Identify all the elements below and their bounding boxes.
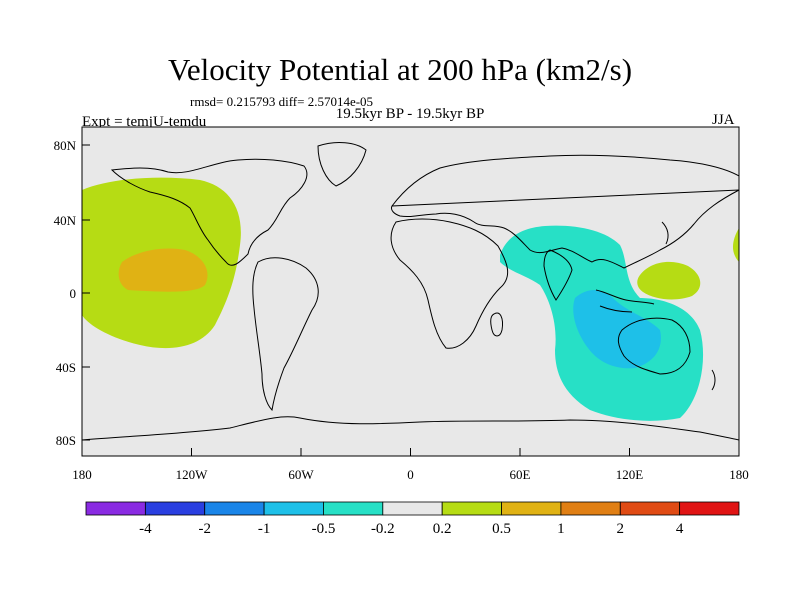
colorbar-label: 4 — [676, 521, 684, 537]
figure-title: Velocity Potential at 200 hPa (km2/s) — [167, 52, 633, 87]
contour-positive-dateline — [732, 228, 739, 262]
x-tick-label: 60E — [510, 467, 531, 482]
contour-positive-west-pacific — [637, 261, 701, 300]
colorbar-label: 0.5 — [492, 521, 511, 537]
coastline-antarctica — [82, 416, 739, 441]
x-tick-label: 180 — [729, 467, 749, 482]
coastline-south-america — [252, 257, 319, 412]
colorbar-swatch — [85, 501, 146, 516]
colorbar-swatch — [144, 501, 206, 516]
y-tick-label: 40N — [54, 213, 77, 228]
coastline-africa — [390, 218, 509, 349]
colorbar-label: -0.2 — [371, 521, 395, 537]
colorbar-label: -0.5 — [312, 521, 336, 537]
coastline-india — [543, 249, 573, 301]
y-tick-label: 40S — [56, 360, 76, 375]
coastline-greenland — [317, 142, 367, 187]
coastline-eurasia — [391, 154, 739, 269]
colorbar-swatch — [323, 501, 384, 516]
colorbar-swatch — [382, 501, 443, 516]
colorbar-label: 0.2 — [433, 521, 452, 537]
coastline-japan — [661, 221, 669, 245]
colorbar-swatch — [501, 501, 562, 516]
y-tick-label: 0 — [70, 286, 77, 301]
coastline-indonesia — [595, 289, 655, 313]
y-tick-label: 80S — [56, 433, 76, 448]
x-tick-label: 120E — [616, 467, 644, 482]
colorbar-label: -2 — [198, 521, 211, 537]
x-tick-label: 0 — [407, 467, 414, 482]
y-tick-labels: 80N 40N 0 40S 80S — [54, 138, 77, 448]
experiment-label: Expt = temjU-temdu — [82, 114, 207, 130]
colorbar-label: 2 — [617, 521, 625, 537]
colorbar-swatch — [619, 501, 681, 516]
colorbar-swatch — [560, 501, 621, 516]
coastline-madagascar — [490, 312, 503, 337]
y-tick-label: 80N — [54, 138, 77, 153]
colorbar-swatch — [204, 501, 265, 516]
coastline-australia — [617, 317, 691, 375]
colorbar-swatch — [679, 501, 740, 516]
colorbar-label: -4 — [139, 521, 152, 537]
colorbar-swatch — [263, 501, 324, 516]
period-text: 19.5kyr BP - 19.5kyr BP — [335, 106, 485, 122]
axis-ticks — [81, 144, 740, 456]
colorbar-label: -1 — [258, 521, 271, 537]
season-label: JJA — [712, 112, 735, 128]
coastlines — [82, 142, 739, 441]
colorbar-label: 1 — [557, 521, 565, 537]
x-tick-labels: 180 120W 60W 0 60E 120E 180 — [72, 467, 749, 482]
colorbar-swatch — [441, 501, 502, 516]
coastline-new-zealand — [711, 369, 716, 391]
coastline-north-america — [110, 158, 308, 266]
stats-text: rmsd= 0.215793 diff= 2.57014e-05 — [190, 94, 374, 109]
contour-positive-pacific-core — [118, 248, 208, 292]
colorbar: -4 -2 -1 -0.5 -0.2 0.2 0.5 1 2 4 — [85, 501, 740, 537]
x-tick-label: 120W — [176, 467, 209, 482]
map-panel — [81, 126, 740, 457]
contour-negative-indian-core — [573, 289, 661, 369]
x-tick-label: 60W — [288, 467, 314, 482]
x-tick-label: 180 — [72, 467, 92, 482]
